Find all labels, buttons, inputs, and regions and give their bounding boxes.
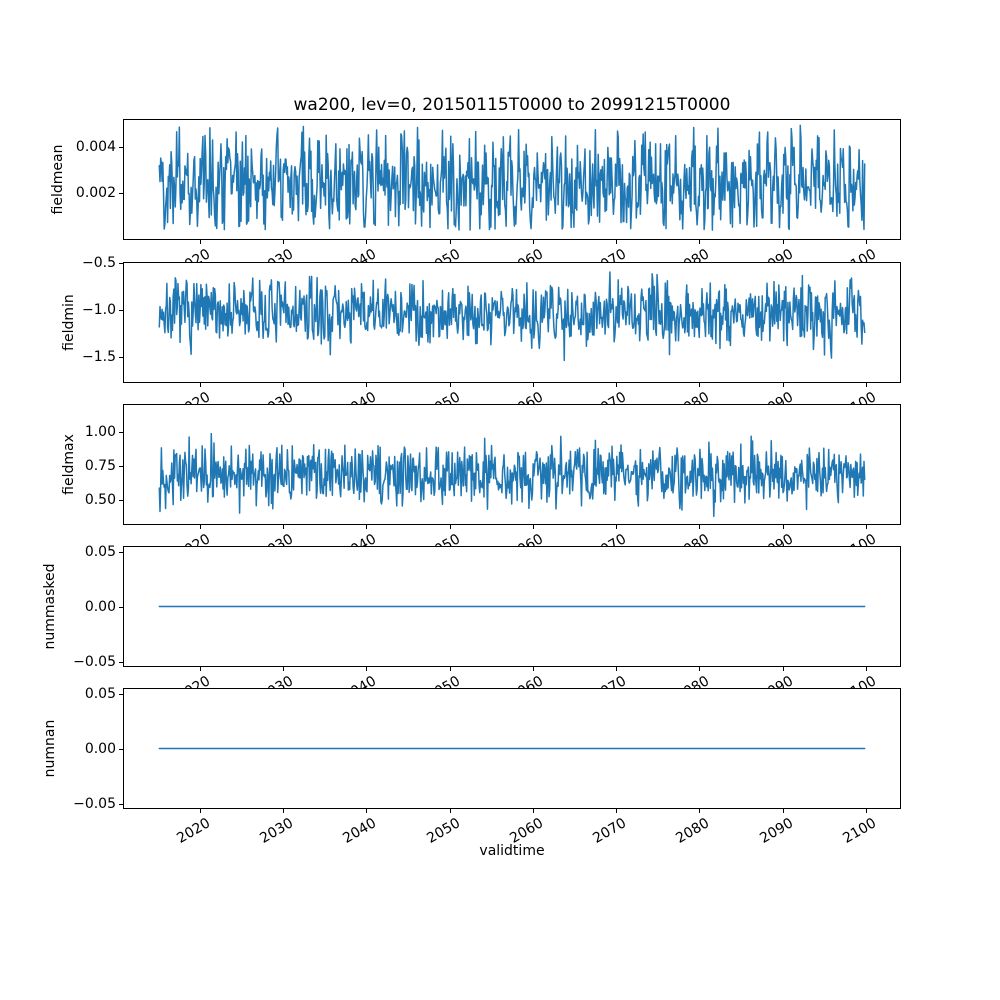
y-tick-mark [119, 552, 123, 553]
x-tick-mark [200, 667, 201, 671]
y-tick-label: 0.00 [84, 599, 116, 615]
plot-area-fieldmin [123, 262, 901, 383]
y-tick-label: −1.0 [82, 302, 116, 318]
x-tick-mark [866, 667, 867, 671]
y-tick-mark [119, 357, 123, 358]
x-tick-mark [366, 240, 367, 244]
y-tick-mark [119, 147, 123, 148]
x-tick-mark [366, 809, 367, 813]
y-tick-mark [119, 193, 123, 194]
x-tick-mark [783, 809, 784, 813]
y-tick-label: 0.75 [84, 458, 116, 474]
x-tick-mark [533, 667, 534, 671]
y-tick-label: −0.05 [73, 796, 116, 812]
y-tick-label: −1.5 [82, 349, 116, 365]
y-tick-mark [119, 694, 123, 695]
y-tick-label: 0.05 [84, 544, 116, 560]
x-tick-mark [283, 383, 284, 387]
y-tick-mark [119, 263, 123, 264]
x-tick-mark [533, 240, 534, 244]
y-tick-mark [119, 466, 123, 467]
x-tick-mark [699, 667, 700, 671]
x-tick-mark [283, 809, 284, 813]
plot-area-nummasked [123, 546, 901, 667]
x-tick-mark [533, 809, 534, 813]
x-tick-mark [616, 240, 617, 244]
y-axis-label-fieldmean: fieldmean [49, 144, 66, 215]
y-tick-mark [119, 749, 123, 750]
y-tick-mark [119, 662, 123, 663]
y-tick-mark [119, 310, 123, 311]
x-tick-mark [616, 525, 617, 529]
plot-area-fieldmax [123, 404, 901, 525]
y-tick-label: 0.004 [75, 139, 116, 155]
x-tick-mark [200, 383, 201, 387]
x-tick-mark [866, 240, 867, 244]
x-tick-mark [699, 525, 700, 529]
y-tick-mark [119, 432, 123, 433]
y-tick-label: 0.00 [84, 741, 116, 757]
x-tick-mark [366, 383, 367, 387]
y-tick-label: 0.002 [75, 185, 116, 201]
x-tick-mark [783, 383, 784, 387]
y-tick-mark [119, 607, 123, 608]
x-tick-mark [616, 383, 617, 387]
x-tick-mark [200, 809, 201, 813]
x-tick-mark [283, 240, 284, 244]
x-tick-mark [699, 383, 700, 387]
x-tick-mark [783, 667, 784, 671]
x-tick-mark [283, 525, 284, 529]
x-tick-mark [200, 240, 201, 244]
plot-area-numnan [123, 688, 901, 809]
data-line-fieldmean [158, 124, 866, 231]
chart-title: wa200, lev=0, 20150115T0000 to 20991215T… [293, 95, 731, 115]
y-tick-mark [119, 804, 123, 805]
x-tick-mark [616, 667, 617, 671]
data-line-fieldmax [158, 432, 866, 518]
x-tick-mark [616, 809, 617, 813]
y-tick-label: −0.5 [82, 255, 116, 271]
x-tick-mark [450, 240, 451, 244]
x-tick-mark [783, 240, 784, 244]
x-tick-mark [450, 809, 451, 813]
x-tick-mark [366, 667, 367, 671]
y-tick-label: −0.05 [73, 654, 116, 670]
data-line-fieldmin [158, 271, 866, 362]
x-tick-mark [783, 525, 784, 529]
y-tick-label: 1.00 [84, 424, 116, 440]
x-tick-mark [866, 525, 867, 529]
x-tick-mark [450, 667, 451, 671]
x-tick-mark [283, 667, 284, 671]
x-axis-label: validtime [479, 843, 545, 859]
plot-area-fieldmean [123, 119, 901, 240]
x-tick-mark [533, 383, 534, 387]
x-tick-mark [200, 525, 201, 529]
x-tick-mark [699, 809, 700, 813]
x-tick-mark [866, 809, 867, 813]
y-tick-mark [119, 500, 123, 501]
x-tick-mark [699, 240, 700, 244]
x-tick-mark [866, 383, 867, 387]
x-tick-mark [450, 525, 451, 529]
x-tick-mark [533, 525, 534, 529]
x-tick-mark [366, 525, 367, 529]
x-tick-mark [450, 383, 451, 387]
y-tick-label: 0.05 [84, 686, 116, 702]
y-tick-label: 0.50 [84, 492, 116, 508]
